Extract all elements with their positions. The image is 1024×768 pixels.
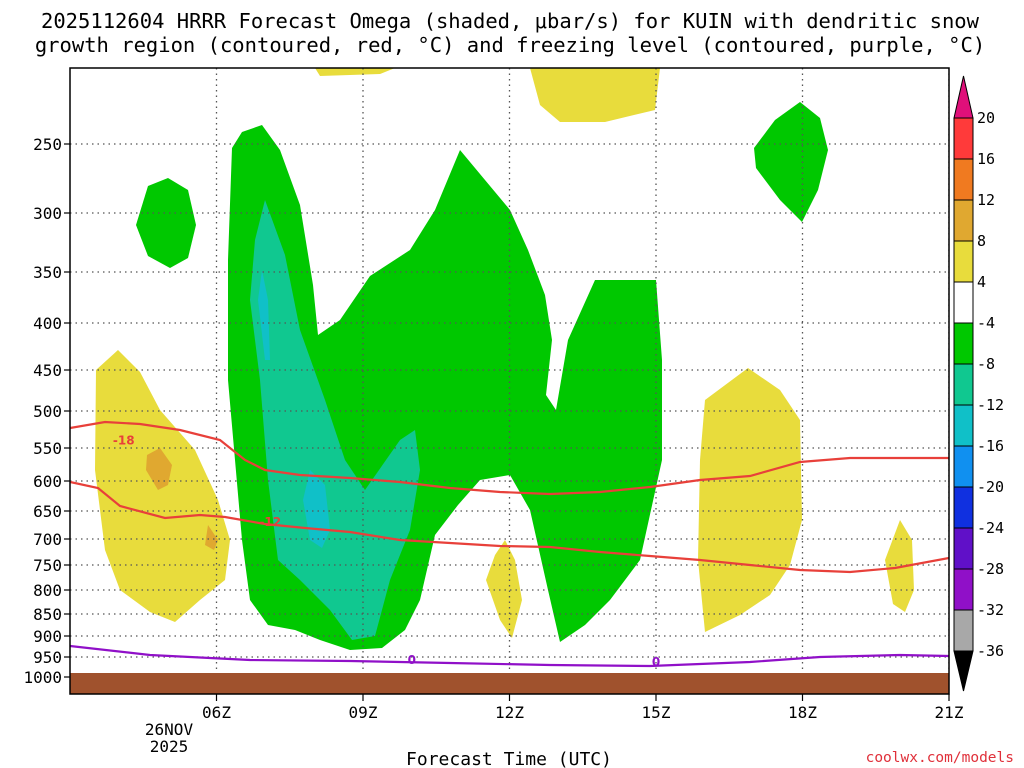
y-tick-label: 700 <box>33 530 62 549</box>
contour-freezing-0 <box>70 644 949 668</box>
colorbar-label: -36 <box>977 642 1004 660</box>
contour-minus-18 <box>70 420 949 496</box>
cyan-region-a <box>258 270 270 360</box>
credit-label: coolwx.com/models <box>866 750 1014 766</box>
colorbar-label: 4 <box>977 273 986 291</box>
y-tick-label: 850 <box>33 605 62 624</box>
yellow-region-far-right <box>885 520 914 612</box>
y-tick-label: 900 <box>33 627 62 646</box>
contour-label: -12 <box>259 515 281 529</box>
x-axis-label: Forecast Time (UTC) <box>406 749 612 768</box>
x-tick-label: 09Z <box>349 703 378 722</box>
x-tick-label: 12Z <box>495 703 524 722</box>
x-tick-label: 18Z <box>788 703 817 722</box>
plot-area: -18 -12 0 0 <box>70 68 949 694</box>
yellow-region-center <box>486 540 522 638</box>
date-label-year: 2025 <box>150 737 189 756</box>
contour-label: 0 <box>652 655 660 669</box>
yellow-region-top-left <box>315 68 395 76</box>
colorbar-swatch <box>953 322 974 365</box>
contour-label: -18 <box>113 434 135 448</box>
contour-labels: -18 -12 0 0 <box>113 434 660 670</box>
colorbar-swatch <box>953 199 974 242</box>
colorbar-label: -28 <box>977 560 1004 578</box>
chart-title-line2: growth region (contoured, red, °C) and f… <box>35 33 985 57</box>
colorbar-swatch <box>953 609 974 652</box>
chart-title-line1: 2025112604 HRRR Forecast Omega (shaded, … <box>41 9 980 33</box>
colorbar-swatch <box>953 445 974 488</box>
y-tick-label: 450 <box>33 361 62 380</box>
colorbar-swatch <box>953 240 974 283</box>
colorbar-label: -4 <box>977 314 995 332</box>
green-region-left-top <box>136 178 196 268</box>
colorbar-label: -20 <box>977 478 1004 496</box>
y-tick-label: 500 <box>33 402 62 421</box>
colorbar-swatch <box>953 363 974 406</box>
y-tick-label: 250 <box>33 135 62 154</box>
y-tick-label: 1000 <box>23 668 62 687</box>
contour-minus-12 <box>70 480 949 574</box>
grid-lines <box>70 68 949 694</box>
colorbar-swatch <box>953 117 974 160</box>
y-tick-label: 550 <box>33 439 62 458</box>
omega-orange-regions <box>146 448 218 550</box>
orange-region-a <box>146 448 172 490</box>
yellow-region-top-center <box>530 68 660 122</box>
x-axis: 06Z 09Z 12Z 15Z 18Z 21Z <box>202 694 964 722</box>
colorbar-swatch <box>953 527 974 570</box>
omega-teal-regions <box>250 200 420 640</box>
colorbar-label: -24 <box>977 519 1004 537</box>
colorbar: 20 16 12 8 4 -4 -8 -12 -16 -20 -24 -28 -32 -36 <box>953 75 1004 692</box>
colorbar-label: -12 <box>977 396 1004 414</box>
colorbar-top-arrow <box>953 75 974 119</box>
y-tick-label: 750 <box>33 556 62 575</box>
colorbar-label: -8 <box>977 355 995 373</box>
colorbar-swatch <box>953 568 974 611</box>
contour-label: 0 <box>408 653 416 667</box>
date-label-day: 26NOV <box>145 720 194 739</box>
colorbar-label: -32 <box>977 601 1004 619</box>
colorbar-swatch <box>953 281 974 324</box>
y-tick-label: 600 <box>33 472 62 491</box>
colorbar-label: 16 <box>977 150 995 168</box>
colorbar-label: 8 <box>977 232 986 250</box>
yellow-region-right <box>698 368 802 632</box>
y-tick-label: 300 <box>33 204 62 223</box>
colorbar-swatch <box>953 158 974 201</box>
colorbar-label: -16 <box>977 437 1004 455</box>
orange-region-b <box>205 525 218 550</box>
x-tick-label: 06Z <box>202 703 231 722</box>
y-tick-label: 800 <box>33 581 62 600</box>
y-tick-label: 950 <box>33 648 62 667</box>
teal-region <box>250 200 420 640</box>
colorbar-swatch <box>953 404 974 447</box>
colorbar-label: 12 <box>977 191 995 209</box>
x-tick-label: 15Z <box>642 703 671 722</box>
y-axis: 250 300 350 400 450 500 550 600 650 700 750 800 850 9… <box>23 135 70 687</box>
y-tick-label: 650 <box>33 502 62 521</box>
ground-layer <box>70 673 949 694</box>
colorbar-bottom-arrow <box>953 650 974 692</box>
y-tick-label: 400 <box>33 314 62 333</box>
green-region-right-top <box>754 102 828 222</box>
colorbar-label: 20 <box>977 109 995 127</box>
y-tick-label: 350 <box>33 263 62 282</box>
x-tick-label: 21Z <box>935 703 964 722</box>
colorbar-swatch <box>953 486 974 529</box>
